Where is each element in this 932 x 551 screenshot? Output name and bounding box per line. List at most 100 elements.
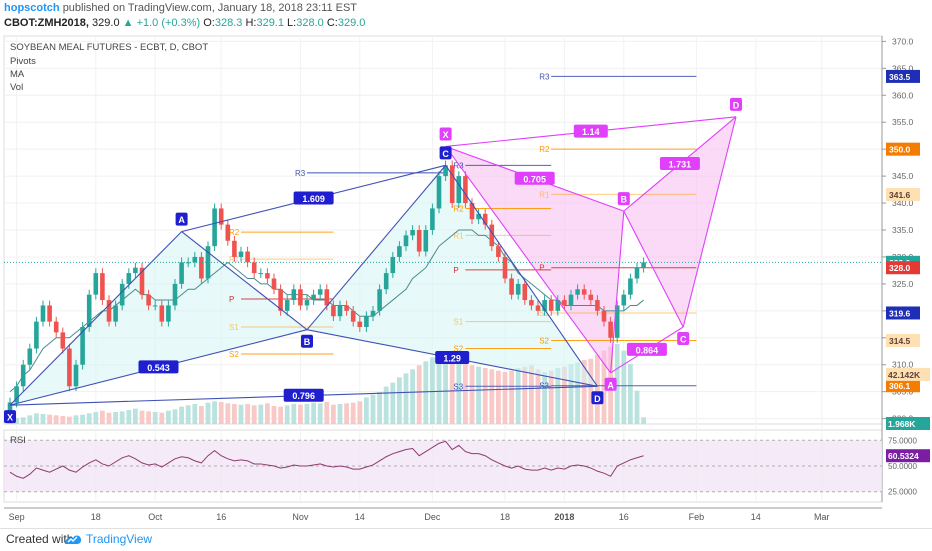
candle-body — [542, 300, 547, 311]
blue-pattern-leg — [306, 164, 447, 331]
volume-bar — [377, 392, 382, 424]
candle-body — [133, 267, 138, 274]
volume-bar — [331, 404, 336, 424]
volume-bar — [337, 404, 343, 424]
candle-body — [377, 289, 382, 311]
candle-body — [291, 289, 297, 301]
price-chart[interactable]: 300.0305.0310.0315.0320.0325.0330.0335.0… — [0, 32, 932, 528]
candle-body — [258, 273, 264, 275]
volume-bar — [317, 403, 323, 424]
pink-point-a: A — [607, 380, 614, 390]
volume-bar — [509, 370, 514, 424]
pink-pattern-leg — [623, 210, 684, 328]
author-name[interactable]: hopscotch — [4, 2, 60, 14]
volume-bar — [298, 404, 303, 424]
candle-body — [608, 321, 613, 338]
candle-body — [185, 262, 191, 264]
volume-bar — [106, 412, 112, 424]
candle-body — [172, 283, 178, 306]
y-tick-label: 355.0 — [892, 117, 914, 127]
volume-bar — [20, 417, 26, 424]
volume-bar — [291, 404, 297, 424]
candle-body — [159, 305, 165, 322]
volume-bar — [430, 357, 435, 424]
pink-ratio-ac-box — [626, 342, 667, 356]
volume-bar — [370, 394, 376, 424]
candle-body — [449, 165, 455, 204]
volume-bar — [67, 416, 72, 424]
volume-bar — [212, 401, 217, 424]
price-tag-red — [886, 261, 920, 275]
candle-body — [522, 283, 528, 301]
candle-body — [529, 300, 534, 306]
volume-bar — [47, 414, 52, 424]
volume-bar — [185, 405, 191, 424]
candle-body — [146, 294, 151, 306]
blue-ratio-ac: 1.609 — [302, 194, 325, 204]
volume-bar — [311, 402, 316, 424]
x-tick-label: 18 — [91, 512, 101, 522]
symbol-name: CBOT:ZMH2018, — [4, 17, 89, 29]
volume-bar — [271, 406, 277, 424]
blue-pattern-leg — [9, 231, 182, 406]
volume-bar — [568, 364, 574, 424]
blue-point-a-box — [175, 212, 188, 226]
pivot-label-s2: S2 — [539, 336, 549, 345]
candle-body — [403, 235, 409, 247]
y-tick-label: 325.0 — [892, 279, 914, 289]
blue-point-x: X — [7, 413, 13, 423]
pivot-label-p: P — [229, 295, 234, 304]
low-value: 328.0 — [296, 17, 324, 29]
y-tick-label: 310.0 — [892, 360, 914, 370]
candle-body — [535, 305, 541, 311]
pivot-label-s1: S1 — [229, 323, 239, 332]
candle-body — [562, 300, 567, 306]
candle-body — [410, 230, 415, 236]
volume-bar — [172, 409, 178, 424]
candle-body — [482, 213, 488, 225]
blue-ratio-bd-box — [435, 350, 470, 364]
blue-point-a: A — [178, 215, 185, 225]
x-tick-label: 16 — [216, 512, 226, 522]
volume-bar — [350, 402, 356, 424]
pivot-label-r2: R2 — [539, 145, 550, 154]
price-tag-blue — [886, 306, 920, 320]
candle-body — [628, 278, 633, 295]
volume-bar — [390, 382, 396, 424]
x-tick-label: 2018 — [554, 512, 574, 522]
volume-bar — [284, 405, 290, 424]
price-tag-blue — [886, 69, 920, 83]
volume-bar — [476, 366, 481, 424]
pivot-label-r1: R1 — [539, 190, 550, 199]
volume-tag-label: 42.142K — [888, 370, 921, 380]
x-tick-label: Mar — [814, 512, 830, 522]
candle-body — [496, 246, 501, 257]
price-tag-orange — [886, 142, 920, 156]
tradingview-brand[interactable]: TradingView — [86, 532, 153, 546]
pink-pattern-fill-bcd — [623, 116, 736, 327]
last-price: 329.0 — [92, 17, 120, 29]
candle-body — [166, 305, 171, 322]
candle-body — [469, 203, 475, 220]
candle-body — [278, 289, 283, 311]
volume-bar — [304, 404, 310, 424]
volume-bar — [27, 415, 33, 424]
candle-body — [225, 224, 231, 241]
pink-ratio-bd-box — [659, 156, 700, 170]
indicator-legend-pivots: Pivots — [10, 56, 36, 67]
close-value: 329.0 — [337, 17, 366, 29]
candle-body — [126, 273, 132, 284]
pink-pattern-fill-xab — [445, 146, 624, 373]
blue-ratio-xd: 0.796 — [292, 391, 315, 401]
close-label: C: — [326, 17, 338, 29]
candle-body — [271, 278, 277, 290]
y-tick-label: 335.0 — [892, 225, 914, 235]
pivot-label-r1: R1 — [453, 231, 464, 240]
candle-body — [73, 364, 79, 387]
candle-body — [40, 305, 46, 322]
candle-body — [317, 289, 323, 295]
chart-title: SOYBEAN MEAL FUTURES - ECBT, D, CBOT — [10, 42, 208, 53]
volume-bar — [251, 405, 257, 424]
candle-body — [502, 256, 508, 279]
candle-body — [463, 176, 468, 204]
